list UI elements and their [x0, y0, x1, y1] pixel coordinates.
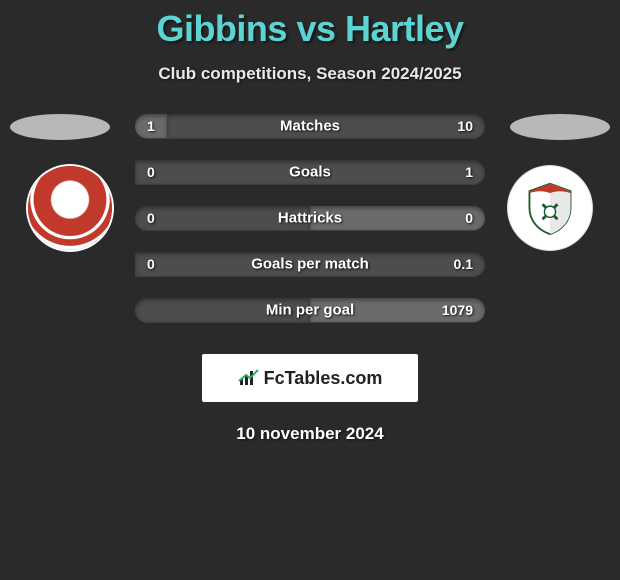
stat-label: Hattricks: [278, 210, 342, 227]
stat-label: Goals per match: [251, 256, 369, 273]
stat-label: Matches: [280, 118, 340, 135]
player-photo-placeholder-left: [10, 114, 110, 140]
page-title: Gibbins vs Hartley: [0, 0, 620, 50]
comparison-panel: 1Matches100Goals10Hattricks00Goals per m…: [0, 114, 620, 322]
stat-value-right: 0: [465, 210, 473, 226]
stat-label: Min per goal: [266, 302, 354, 319]
stat-value-left: 1: [147, 118, 155, 134]
club-badge-right: [508, 166, 592, 250]
subtitle: Club competitions, Season 2024/2025: [0, 64, 620, 84]
stat-value-left: 0: [147, 164, 155, 180]
watermark-logo: FcTables.com: [202, 354, 418, 402]
stat-row: 0 Goals 1: [135, 160, 485, 184]
stat-value-right: 1: [465, 164, 473, 180]
watermark-text: FcTables.com: [264, 368, 383, 389]
stat-row: 0 Goals per match 0.1: [135, 252, 485, 276]
bar-chart-icon: [238, 369, 260, 387]
stat-value-left: 0: [147, 256, 155, 272]
stat-value-left: 0: [147, 210, 155, 226]
player-photo-placeholder-right: [510, 114, 610, 140]
stat-value-right: 10: [457, 118, 473, 134]
club-badge-left: [28, 166, 112, 250]
stat-label: Goals: [289, 164, 331, 181]
stat-value-right: 0.1: [454, 256, 473, 272]
stat-row: 1 Matches 10: [135, 114, 485, 138]
stats-bars: 1Matches100Goals10Hattricks00Goals per m…: [135, 114, 485, 322]
date-label: 10 november 2024: [0, 424, 620, 444]
stat-value-right: 1079: [442, 302, 473, 318]
stat-row: Min per goal 1079: [135, 298, 485, 322]
stat-row: 0 Hattricks 0: [135, 206, 485, 230]
